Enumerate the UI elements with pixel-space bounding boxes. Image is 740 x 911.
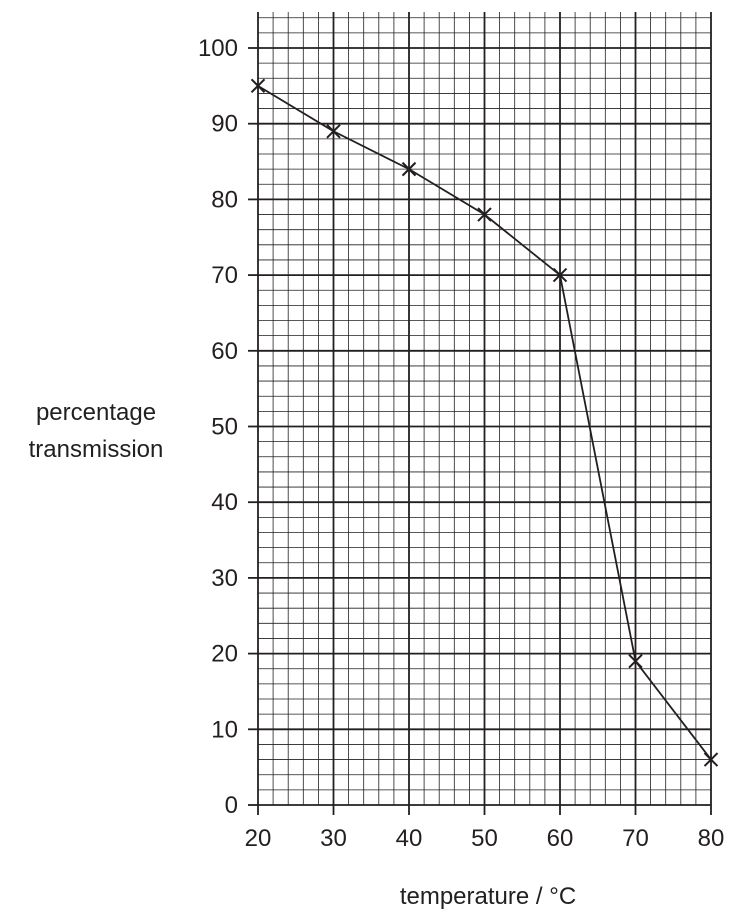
data-point-marker (628, 653, 643, 669)
x-tick-label: 80 (698, 825, 725, 852)
data-point-marker (250, 78, 266, 94)
y-tick-label: 40 (211, 489, 238, 516)
y-tick-label: 90 (211, 111, 238, 138)
y-tick-label: 20 (211, 641, 238, 668)
y-tick-label: 70 (211, 262, 238, 289)
x-tick-label: 30 (320, 825, 347, 852)
x-tick-label: 50 (471, 825, 498, 852)
x-tick-label: 60 (547, 825, 574, 852)
x-axis-label: temperature / °C (400, 883, 576, 910)
y-tick-label: 10 (211, 716, 238, 743)
y-tick-label: 30 (211, 565, 238, 592)
y-axis-ticks: 0 10 20 30 40 50 60 70 80 90 100 (198, 35, 258, 819)
x-tick-label: 70 (622, 825, 649, 852)
data-point-marker (326, 124, 341, 139)
y-axis-label-line-1: percentage (36, 399, 156, 426)
data-point-marker (552, 267, 568, 283)
y-tick-label: 60 (211, 338, 238, 365)
y-tick-label: 50 (211, 414, 238, 441)
data-point-marker (401, 161, 417, 177)
y-tick-label: 0 (225, 792, 238, 819)
y-tick-label: 80 (211, 186, 238, 213)
chart-series (250, 78, 719, 767)
y-axis-label-line-2: transmission (29, 436, 164, 463)
data-point-marker (703, 752, 719, 767)
data-point-marker (477, 207, 492, 222)
x-axis-ticks: 20 30 40 50 60 70 80 (245, 805, 725, 852)
y-tick-label: 100 (198, 35, 238, 62)
x-tick-label: 20 (245, 825, 272, 852)
chart-grid (257, 12, 712, 806)
x-tick-label: 40 (396, 825, 423, 852)
